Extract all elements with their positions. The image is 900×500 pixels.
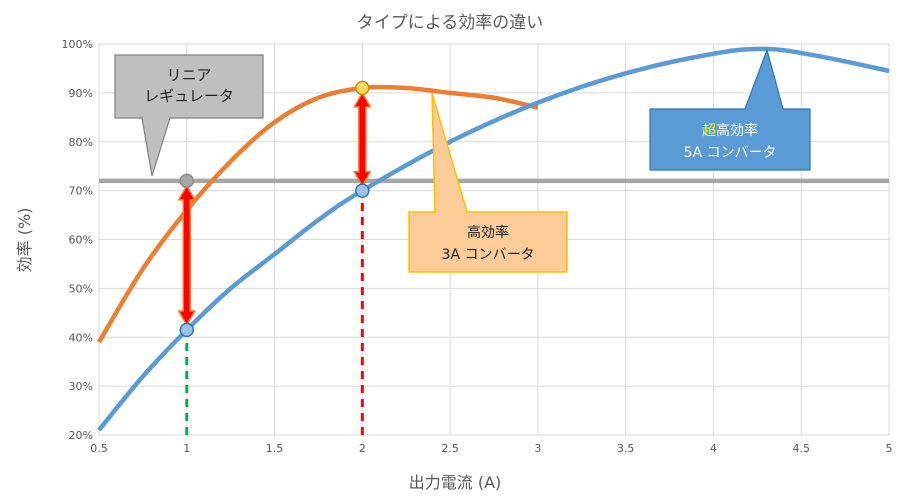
x-tick-label: 3.5 [617, 442, 635, 455]
callout-linear-line2: レギュレータ [144, 87, 234, 105]
callout-5a-shape [649, 48, 811, 171]
y-tick-label: 30% [69, 380, 93, 393]
callout-5a-line1: 超高効率 [702, 122, 758, 139]
x-tick-label: 5 [886, 442, 893, 455]
y-tick-label: 40% [69, 331, 93, 344]
callout-3a-line2: 3A コンバータ [442, 247, 535, 263]
x-tick-label: 1.5 [266, 442, 284, 455]
data-point-marker [179, 322, 195, 338]
callout-5a-prefix: 超 [702, 123, 716, 139]
chart-title: タイプによる効率の違い [357, 13, 544, 33]
callout-5a-line2: 5A コンバータ [684, 145, 777, 161]
series-5a-converter [97, 46, 890, 432]
callout-linear-regulator-shape [114, 54, 264, 177]
x-tick-label: 4 [710, 442, 717, 455]
series-lines [97, 46, 890, 432]
y-tick-label: 100% [62, 38, 93, 51]
callout-5a-line1-rest: 高効率 [716, 122, 758, 139]
y-tick-label: 50% [69, 282, 93, 295]
y-axis-label: 効率 (%) [15, 208, 34, 273]
y-tick-label: 80% [69, 136, 93, 149]
data-point-marker [179, 173, 195, 189]
x-tick-label: 4.5 [792, 442, 810, 455]
callout-3a-shape [408, 92, 568, 273]
x-tick-label: 2 [359, 442, 366, 455]
dashed-drop-lines [185, 190, 364, 435]
callout-linear-line1: リニア [166, 66, 211, 84]
y-tick-label: 70% [69, 185, 93, 198]
x-tick-label: 0.5 [90, 442, 108, 455]
callout-3a-line1: 高効率 [467, 224, 509, 241]
x-axis-ticks: 0.5 1 1.5 2 2.5 3 3.5 4 4.5 5 [90, 442, 892, 455]
data-point-marker [355, 183, 370, 198]
series-3a-converter [97, 84, 539, 344]
y-axis-ticks: 20% 30% 40% 50% 60% 70% 80% 90% 100% [62, 38, 93, 442]
callout-ultra-efficiency-5a: 超高効率 5A コンバータ [649, 48, 811, 171]
callout-high-efficiency-3a: 高効率 3A コンバータ [408, 92, 568, 273]
data-markers [179, 80, 370, 338]
callout-linear-regulator: リニア レギュレータ [114, 54, 264, 177]
data-point-marker [355, 80, 370, 96]
double-arrow [353, 91, 372, 188]
y-tick-label: 90% [69, 87, 93, 100]
x-tick-label: 2.5 [441, 442, 459, 455]
y-tick-label: 20% [69, 429, 93, 442]
x-tick-label: 3 [534, 442, 541, 455]
x-axis-label: 出力電流 (A) [409, 473, 502, 492]
y-tick-label: 60% [69, 234, 93, 247]
x-tick-label: 1 [183, 442, 190, 455]
